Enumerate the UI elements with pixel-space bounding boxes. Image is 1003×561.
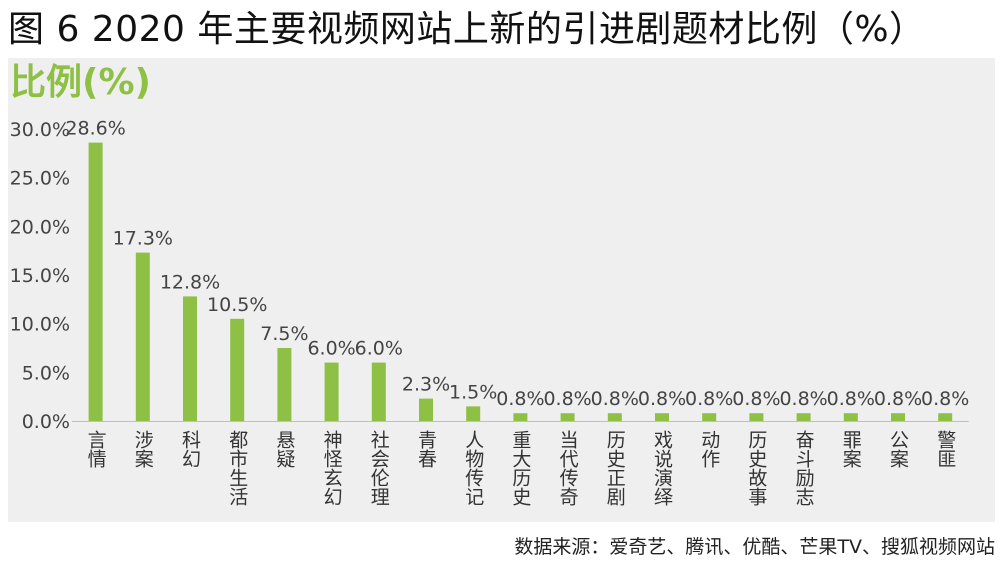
bar [702,413,717,421]
y-tick-label: 30.0% [10,119,70,141]
category-label: 当代传奇 [557,430,579,506]
data-label: 6.0% [307,338,355,360]
data-label: 17.3% [113,228,173,250]
category-label: 科幻 [179,430,201,468]
bar [135,252,150,421]
category-label: 公案 [887,430,909,468]
category-label: 历史故事 [745,430,767,506]
y-tick-label: 20.0% [10,216,70,238]
category-label: 言情 [85,430,107,468]
bar [891,413,905,421]
category-label: 动作 [698,430,720,468]
y-tick-label: 0.0% [22,411,70,433]
data-label: 0.8% [874,388,922,410]
data-label: 0.8% [638,388,686,410]
data-label: 1.5% [449,381,497,403]
bar [843,413,858,421]
data-label: 0.8% [496,388,544,410]
bar [466,406,481,421]
category-label: 奋斗励志 [793,430,815,506]
category-label: 涉案 [132,430,154,468]
bar [560,413,575,421]
bar [183,296,197,421]
data-label: 0.8% [732,388,780,410]
category-label: 历史正剧 [604,430,626,506]
bar [277,348,292,421]
y-tick-label: 10.0% [10,314,70,336]
data-label: 0.8% [543,388,591,410]
category-label: 警匪 [934,430,956,468]
data-label: 10.5% [207,294,267,316]
bar [607,413,622,421]
data-label: 12.8% [160,271,220,293]
data-label: 0.8% [591,388,639,410]
bar [655,413,669,421]
category-label: 青春 [415,430,437,468]
data-label: 0.8% [779,388,827,410]
category-label: 社会伦理 [368,430,390,506]
source-note: 数据来源：爱奇艺、腾讯、优酷、芒果TV、搜狐视频网站 [514,536,995,558]
data-label: 0.8% [827,388,875,410]
category-label: 重大历史 [509,430,531,506]
bar [324,362,339,421]
y-tick-label: 25.0% [10,168,70,190]
data-label: 0.8% [921,388,969,410]
data-label: 0.8% [685,388,733,410]
data-label: 6.0% [355,338,403,360]
y-tick-label: 15.0% [10,265,70,287]
bar [513,413,528,421]
page-title: 图 6 2020 年主要视频网站上新的引进剧题材比例（%） [8,9,926,50]
category-label: 悬疑 [273,430,295,468]
category-label: 都市生活 [226,430,248,506]
bar [749,413,764,421]
bar [938,413,953,421]
y-axis-label: 比例(%) [10,62,151,103]
data-label: 2.3% [402,374,450,396]
category-label: 戏说演绎 [651,430,673,506]
bar [230,318,245,421]
category-label: 人物传记 [462,430,484,506]
bar [419,398,433,421]
data-label: 7.5% [260,323,308,345]
bar [371,362,386,421]
data-label: 28.6% [65,118,125,140]
bar [88,142,103,422]
chart-panel [8,58,995,522]
category-label: 神怪玄幻 [321,430,343,506]
y-tick-label: 5.0% [22,362,70,384]
bar [796,413,811,421]
category-label: 罪案 [840,430,862,468]
